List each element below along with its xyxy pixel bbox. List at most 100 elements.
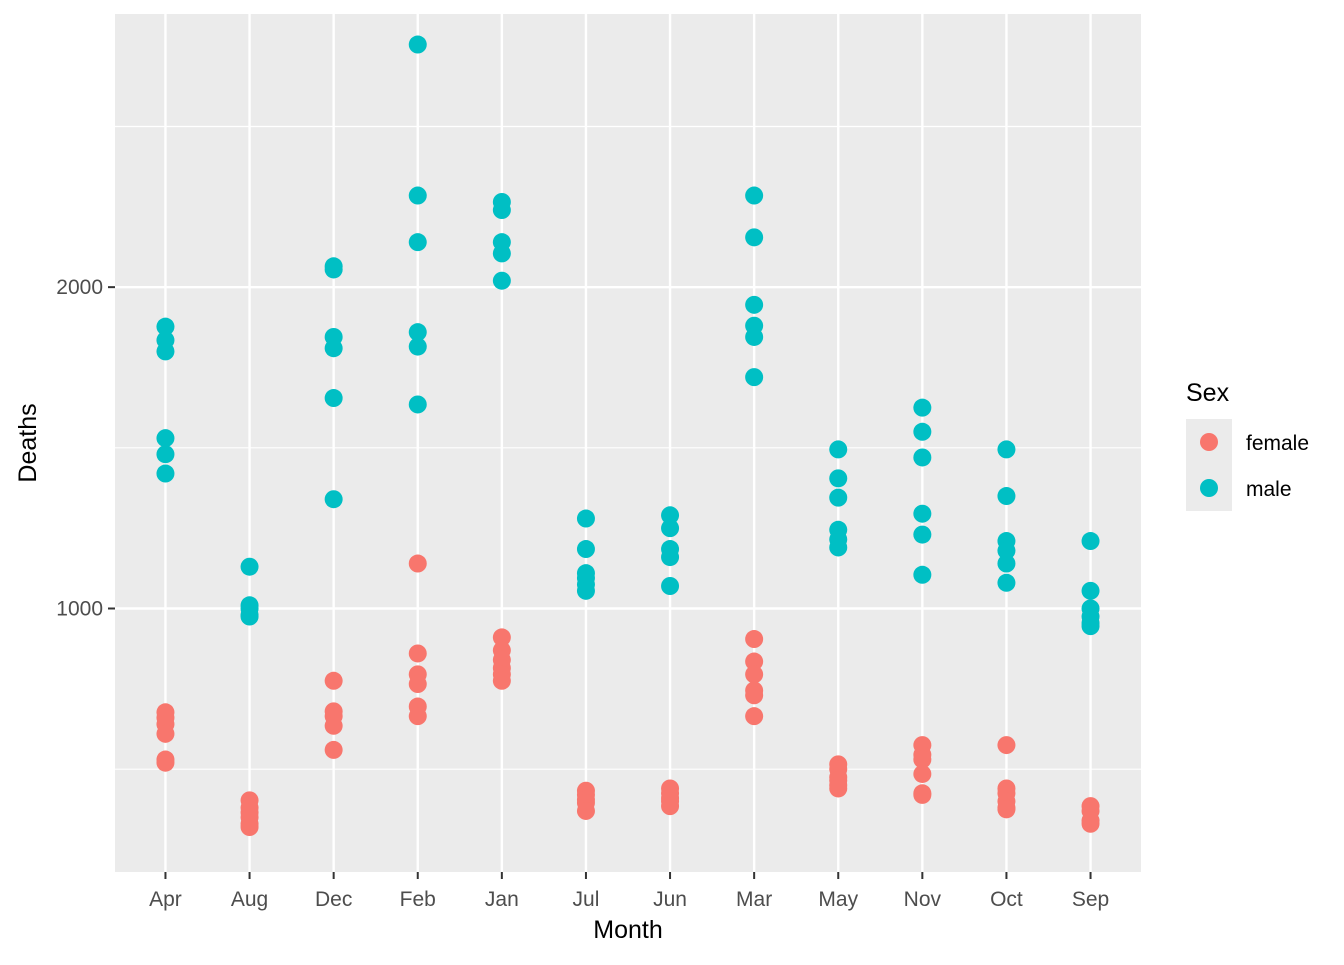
point-male (408, 186, 427, 205)
legend-title: Sex (1186, 379, 1230, 407)
point-female (492, 671, 511, 690)
point-female (324, 671, 343, 690)
point-male (997, 554, 1016, 573)
point-male (829, 538, 848, 557)
point-male (745, 228, 764, 247)
point-male (156, 317, 175, 336)
point-female (408, 675, 427, 694)
point-male (661, 519, 680, 538)
point-male (661, 506, 680, 525)
point-female (745, 665, 764, 684)
x-tick-label: Mar (736, 888, 772, 911)
point-male (156, 429, 175, 448)
point-female (408, 644, 427, 663)
legend-label-female: female (1246, 432, 1309, 455)
x-tick-label: Apr (149, 888, 182, 911)
point-male (913, 398, 932, 417)
x-tick-label: Nov (904, 888, 942, 911)
legend-entries: female male (1200, 432, 1309, 501)
y-axis-title: Deaths (14, 403, 42, 482)
x-tick-label: Aug (231, 888, 268, 911)
point-female (913, 750, 932, 769)
x-axis-title: Month (593, 916, 662, 944)
point-female (492, 628, 511, 647)
x-tick-label: Jun (653, 888, 687, 911)
point-female (408, 707, 427, 726)
point-female (408, 554, 427, 573)
point-female (913, 785, 932, 804)
point-female (829, 779, 848, 798)
point-male (829, 469, 848, 488)
point-male (745, 186, 764, 205)
point-male (1081, 617, 1100, 636)
point-male (408, 395, 427, 414)
y-tick-label: 2000 (56, 276, 103, 299)
point-female (156, 753, 175, 772)
legend-key-male (1200, 479, 1218, 497)
point-male (913, 422, 932, 441)
point-male (913, 448, 932, 467)
point-male (997, 573, 1016, 592)
point-male (829, 440, 848, 459)
point-male (408, 323, 427, 342)
legend-label-male: male (1246, 478, 1292, 501)
data-points (156, 35, 1100, 837)
point-male (408, 337, 427, 356)
point-male (913, 504, 932, 523)
point-female (324, 740, 343, 759)
point-male (1081, 581, 1100, 600)
point-female (745, 630, 764, 649)
point-female (240, 818, 259, 837)
point-male (156, 464, 175, 483)
point-male (156, 445, 175, 464)
point-male (576, 509, 595, 528)
x-tick-label: Oct (990, 888, 1023, 911)
point-male (913, 565, 932, 584)
point-male (324, 389, 343, 408)
x-tick-label: Jan (485, 888, 519, 911)
point-female (576, 801, 595, 820)
point-male (324, 260, 343, 279)
point-female (913, 764, 932, 783)
point-male (324, 339, 343, 358)
point-male (240, 557, 259, 576)
point-female (997, 800, 1016, 819)
point-female (745, 686, 764, 705)
point-male (1081, 532, 1100, 551)
point-male (156, 342, 175, 361)
point-male (997, 487, 1016, 506)
y-axis-ticks: 1000 2000 (56, 276, 115, 620)
point-male (408, 233, 427, 252)
x-tick-label: Sep (1072, 888, 1109, 911)
x-tick-label: Feb (400, 888, 436, 911)
point-male (492, 271, 511, 290)
point-male (492, 244, 511, 263)
point-female (745, 652, 764, 671)
point-female (661, 797, 680, 816)
legend-key-background (1186, 419, 1232, 511)
point-female (1081, 814, 1100, 833)
minor-gridlines (115, 125, 1141, 770)
legend: Sex female male (1186, 379, 1309, 511)
point-female (324, 716, 343, 735)
point-male (324, 490, 343, 509)
point-male (661, 548, 680, 567)
y-tick-label: 1000 (56, 597, 103, 620)
legend-key-female (1200, 433, 1218, 451)
point-male (997, 541, 1016, 560)
x-tick-label: May (818, 888, 858, 911)
point-male (408, 35, 427, 54)
point-male (661, 577, 680, 595)
point-male (997, 440, 1016, 459)
x-tick-label: Jul (573, 888, 600, 911)
point-female (745, 707, 764, 726)
point-male (240, 607, 259, 626)
point-male (745, 368, 764, 387)
panel-background (115, 14, 1141, 872)
point-male (576, 540, 595, 559)
point-female (156, 724, 175, 743)
point-male (829, 488, 848, 507)
point-male (492, 201, 511, 220)
point-female (997, 736, 1016, 755)
